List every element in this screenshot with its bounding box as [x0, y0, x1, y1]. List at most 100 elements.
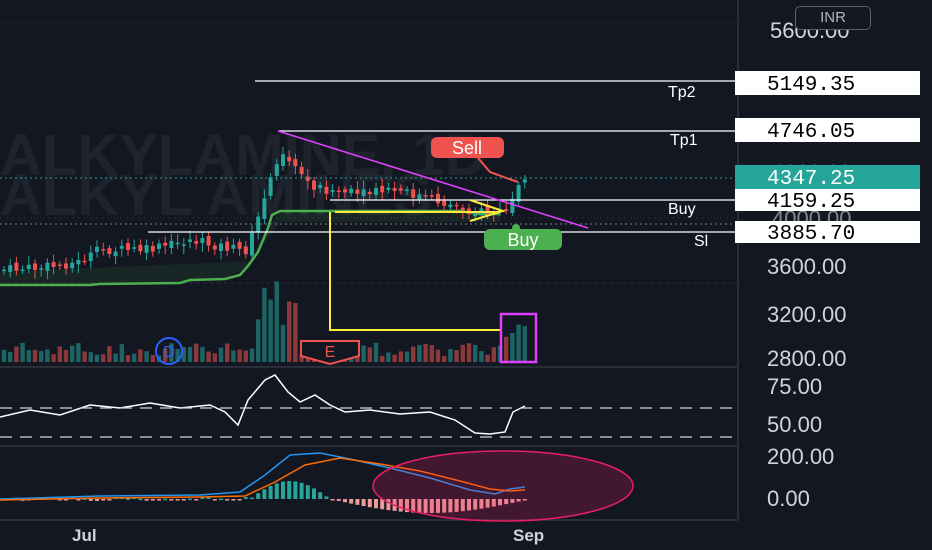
volume-bar: [280, 324, 286, 362]
macd-histogram-bar: [150, 499, 155, 501]
volume-bar: [181, 347, 186, 362]
buy-price-box[interactable]: [735, 189, 920, 211]
macd-histogram-bar: [510, 499, 515, 503]
volume-bar: [274, 281, 279, 362]
price-label-3200: 3200.00: [767, 302, 847, 327]
candle-body: [392, 187, 397, 191]
volume-bar: [20, 342, 25, 362]
candle-body: [51, 262, 56, 267]
volume-bar: [479, 351, 484, 362]
volume-bar: [107, 346, 112, 362]
descending-trendline[interactable]: [277, 130, 589, 229]
buy-marker[interactable]: [484, 229, 562, 250]
volume-bar: [262, 287, 267, 362]
sl-price: 3885.70: [767, 223, 855, 246]
candle-body: [293, 159, 298, 167]
volume-bar: [485, 354, 490, 362]
tp2-price-box[interactable]: [735, 71, 920, 95]
volume-bar: [1, 349, 7, 362]
signal-line: [0, 457, 526, 501]
volume-bar: [70, 345, 75, 362]
macd-histogram-bar: [423, 499, 428, 513]
volume-bar: [225, 343, 230, 362]
macd-histogram-bar: [107, 499, 112, 501]
macd-histogram-bar: [169, 499, 174, 501]
volume-bar: [516, 324, 521, 362]
macd-histogram-bar: [405, 499, 409, 513]
macd-histogram-bar: [398, 499, 403, 512]
volume-bar: [231, 350, 236, 362]
volume-bar: [473, 344, 478, 362]
candle-body: [225, 241, 230, 251]
macd-histogram-bar: [293, 481, 298, 499]
candle-body: [14, 262, 19, 271]
macd-histogram-bar: [336, 499, 341, 501]
candle-body: [454, 204, 459, 207]
macd-histogram-bar: [268, 485, 273, 499]
candle-body: [380, 185, 385, 193]
rsi-line: [0, 374, 526, 435]
candle-body: [374, 187, 378, 195]
tp1-price-box[interactable]: [735, 118, 920, 142]
currency-button[interactable]: INR: [795, 6, 871, 30]
macd-histogram-bar: [343, 499, 347, 503]
volume-bar: [57, 346, 62, 362]
volume-bar: [423, 343, 428, 362]
candle-body: [287, 156, 292, 162]
annotation-connector[interactable]: [329, 212, 500, 331]
candle-body: [82, 260, 87, 263]
macd-pane[interactable]: [0, 452, 527, 513]
current-price-box[interactable]: [735, 165, 920, 189]
candle-body: [361, 189, 366, 196]
sl-label: Sl: [694, 233, 708, 250]
volume-bar: [45, 349, 50, 362]
time-label-jul: Jul: [72, 526, 97, 545]
tp1-price: 4746.05: [767, 121, 855, 144]
volume-bar: [504, 336, 509, 362]
macd-histogram-bar: [144, 499, 149, 501]
macd-histogram-bar: [448, 499, 453, 513]
candle-body: [405, 189, 409, 192]
volume-bar: [460, 344, 465, 362]
candle-body: [256, 216, 261, 232]
volume-highlight-box[interactable]: [499, 312, 538, 364]
candle-body: [262, 198, 267, 219]
volume-bar: [39, 351, 44, 362]
macd-label-0: 0.00: [767, 486, 810, 511]
sl-price-box[interactable]: [735, 221, 920, 243]
volume-bars: [1, 281, 527, 362]
candle-body: [194, 241, 199, 244]
volume-bar: [392, 354, 397, 362]
candle-body: [95, 246, 99, 252]
macd-histogram-bar: [473, 499, 478, 510]
volume-bar: [355, 353, 360, 362]
breakout-arrowhead[interactable]: [469, 199, 507, 222]
rsi-label-50: 50.00: [767, 412, 822, 437]
candle-body: [330, 190, 335, 192]
candle-body: [26, 264, 31, 270]
volume-bar: [256, 319, 261, 362]
dividend-marker[interactable]: [155, 337, 183, 365]
candle-body: [504, 209, 509, 211]
symbol-watermark-2: ALKYL AMINES: [0, 163, 432, 228]
candle-body: [126, 243, 130, 250]
candle-body: [64, 263, 68, 269]
candle-body: [473, 212, 478, 217]
candle-body: [45, 262, 50, 271]
candle-body: [436, 193, 440, 204]
macd-histogram-bar: [417, 499, 422, 513]
volume-bar: [88, 352, 93, 362]
candle-body: [163, 242, 168, 246]
candle-body: [237, 241, 242, 249]
candle-body: [206, 236, 211, 246]
macd-highlight-ellipse[interactable]: [372, 450, 634, 522]
earnings-marker[interactable]: [300, 340, 360, 366]
rsi-pane[interactable]: [0, 374, 526, 435]
macd-histogram-bar: [126, 498, 130, 500]
volume-bar: [150, 354, 155, 362]
sell-marker[interactable]: [431, 137, 504, 158]
candle-body: [349, 188, 354, 194]
candle-body: [448, 204, 453, 208]
tp1-label: Tp1: [670, 132, 698, 149]
